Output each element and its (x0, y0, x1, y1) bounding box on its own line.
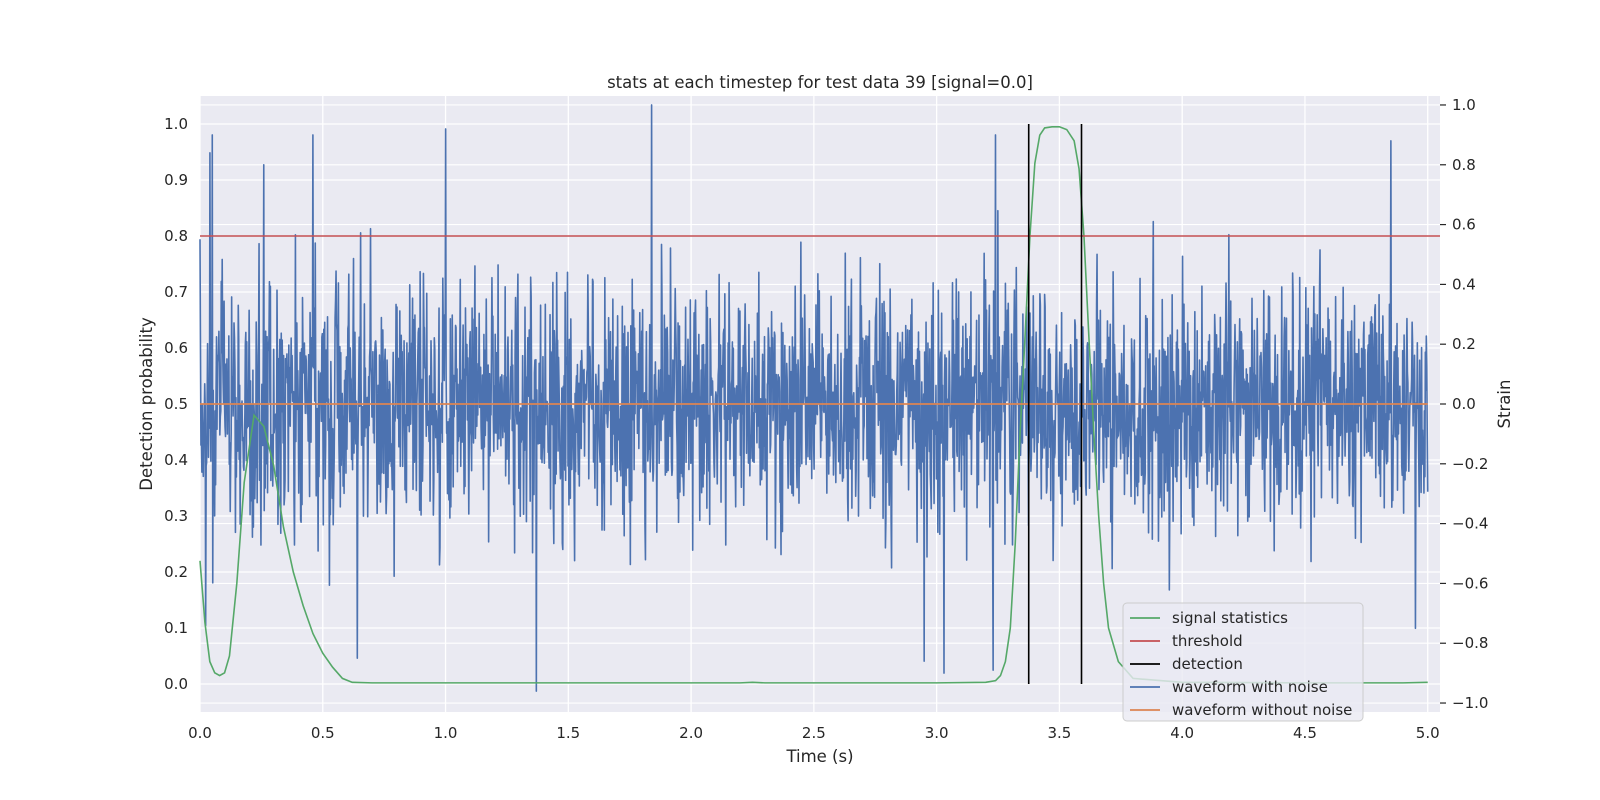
y-left-tick-label: 1.0 (164, 115, 188, 133)
y-left-tick-label: 0.0 (164, 675, 188, 693)
x-tick-label: 4.5 (1293, 724, 1317, 742)
y-left-tick-label: 0.1 (164, 619, 188, 637)
y-left-tick-label: 0.4 (164, 451, 188, 469)
x-tick-label: 3.5 (1047, 724, 1071, 742)
x-axis-ticks: 0.0 0.5 1.0 1.5 2.0 2.5 3.0 3.5 4.0 4.5 5.0 (188, 724, 1440, 742)
x-tick-label: 1.0 (434, 724, 458, 742)
x-tick-label: 0.0 (188, 724, 212, 742)
x-tick-label: 2.5 (802, 724, 826, 742)
x-tick-label: 4.0 (1170, 724, 1194, 742)
y-right-tick-label: −1.0 (1452, 694, 1488, 712)
y-left-axis-ticks: 0.0 0.1 0.2 0.3 0.4 0.5 0.6 0.7 0.8 0.9 1.0 (164, 115, 188, 693)
y-left-tick-label: 0.8 (164, 227, 188, 245)
y-right-tick-label: −0.8 (1452, 634, 1488, 652)
y-right-tick-label: 1.0 (1452, 96, 1476, 114)
y-right-axis-ticks: −1.0 −0.8 −0.6 −0.4 −0.2 0.0 0.2 0.4 0.6 0.8 1.0 (1440, 96, 1488, 712)
y-right-tick-label: −0.6 (1452, 574, 1488, 592)
legend-item-label: waveform without noise (1172, 701, 1352, 719)
x-tick-label: 5.0 (1416, 724, 1440, 742)
legend: signal statistics threshold detection wavef… (1122, 602, 1364, 722)
y-left-tick-label: 0.6 (164, 339, 188, 357)
legend-item-label: threshold (1172, 632, 1243, 650)
legend-item-label: detection (1172, 655, 1243, 673)
y-right-axis-label: Strain (1495, 380, 1514, 429)
x-tick-label: 0.5 (311, 724, 335, 742)
y-right-tick-label: −0.4 (1452, 515, 1488, 533)
legend-box (1122, 602, 1364, 722)
series-waveform-with-noise (199, 104, 1429, 692)
y-left-tick-label: 0.2 (164, 563, 188, 581)
y-left-tick-label: 0.5 (164, 395, 188, 413)
x-axis-label: Time (s) (785, 747, 853, 766)
x-tick-label: 1.5 (556, 724, 580, 742)
y-left-tick-label: 0.3 (164, 507, 188, 525)
x-tick-label: 2.0 (679, 724, 703, 742)
y-right-tick-label: 0.0 (1452, 395, 1476, 413)
y-right-tick-label: −0.2 (1452, 455, 1488, 473)
y-left-axis-label: Detection probability (137, 317, 156, 491)
y-left-tick-label: 0.7 (164, 283, 188, 301)
y-right-tick-label: 0.8 (1452, 156, 1476, 174)
legend-item-label: waveform with noise (1172, 678, 1328, 696)
y-left-tick-label: 0.9 (164, 171, 188, 189)
y-right-tick-label: 0.4 (1452, 275, 1476, 293)
x-tick-label: 3.0 (925, 724, 949, 742)
chart-title: stats at each timestep for test data 39 … (607, 73, 1033, 92)
legend-item-label: signal statistics (1172, 609, 1288, 627)
series-signal-statistics (199, 126, 1428, 684)
y-right-tick-label: 0.2 (1452, 335, 1476, 353)
y-right-tick-label: 0.6 (1452, 216, 1476, 234)
series-layer (199, 104, 1440, 692)
